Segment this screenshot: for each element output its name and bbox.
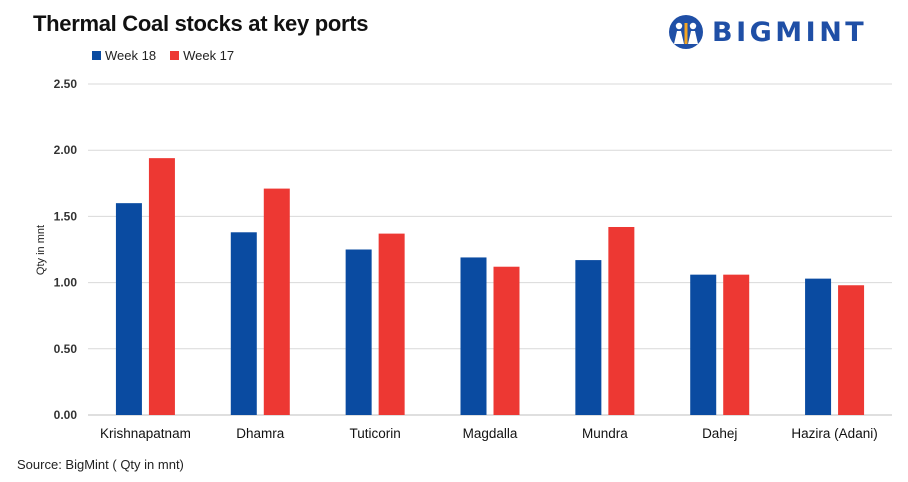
x-category-label: Magdalla [463,426,518,441]
bars-layer [115,158,865,416]
bar-week-18-dahej [690,274,717,415]
y-tick-label: 2.00 [54,143,78,157]
bigmint-logo-text: BIGMINT [712,16,868,48]
y-axis-label: Qty in mnt [35,225,47,275]
bar-week-17-tuticorin [378,233,405,415]
y-tick-label: 0.50 [54,342,78,356]
x-category-label: Tuticorin [350,426,401,441]
chart-legend: Week 18 Week 17 [92,48,234,63]
bigmint-logo-icon [669,15,703,49]
bar-week-17-magdalla [493,266,520,415]
grid-layer [88,83,892,416]
bar-week-17-hazira-adani [838,285,865,415]
source-note: Source: BigMint ( Qty in mnt) [17,457,184,472]
x-category-label: Dahej [702,426,737,441]
y-tick-label: 0.00 [54,408,78,422]
bar-week-18-krishnapatnam [115,203,142,415]
bar-week-18-tuticorin [345,249,372,415]
bar-week-18-dhamra [230,232,257,415]
bar-week-18-magdalla [460,257,487,415]
bar-week-18-mundra [575,260,602,415]
legend-label-week-18: Week 18 [105,48,157,63]
labels-layer: 0.00 0.50 1.00 1.50 2.00 2.50 Krishnapatnam Dha… [54,77,878,441]
bar-week-17-dahej [723,274,750,415]
x-category-label: Hazira (Adani) [791,426,877,441]
bar-week-18-hazira-adani [805,278,832,415]
x-category-label: Dhamra [236,426,285,441]
bar-week-17-krishnapatnam [148,158,175,416]
bigmint-logo: BIGMINT [668,14,867,50]
y-tick-label: 2.50 [54,77,78,91]
chart-title: Thermal Coal stocks at key ports [33,11,369,36]
y-tick-label: 1.00 [54,276,78,290]
y-tick-label: 1.50 [54,209,78,223]
legend-item-week-17: Week 17 [170,48,234,63]
x-category-label: Krishnapatnam [100,426,191,441]
bar-week-17-dhamra [263,188,290,415]
legend-label-week-17: Week 17 [183,48,235,63]
legend-swatch-week-18 [92,51,101,60]
x-category-label: Mundra [582,426,628,441]
bar-week-17-mundra [608,226,635,415]
legend-item-week-18: Week 18 [92,48,156,63]
legend-swatch-week-17 [170,51,180,60]
